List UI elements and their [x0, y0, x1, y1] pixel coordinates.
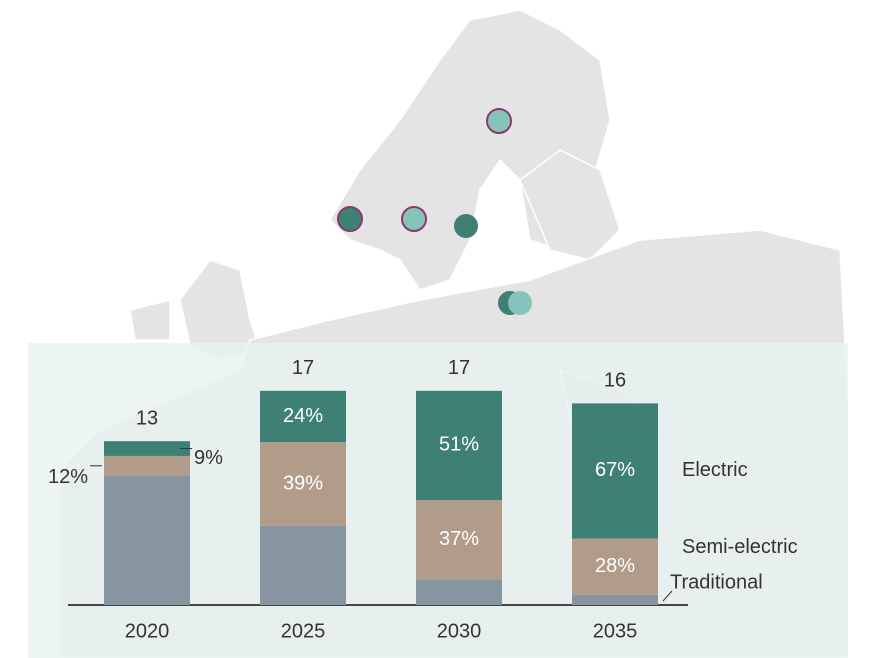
value-label: 24%: [283, 405, 323, 427]
bar-segment: [104, 455, 190, 476]
x-tick-label: 2025: [281, 620, 326, 642]
value-label: 67%: [595, 459, 635, 481]
total-label: 17: [292, 357, 314, 379]
value-label: 37%: [439, 528, 479, 550]
x-tick-label: 2020: [125, 620, 170, 642]
value-label: 51%: [439, 434, 479, 456]
legend-label: Traditional: [670, 571, 763, 593]
map-markers: [337, 108, 532, 315]
bar-segment: [260, 525, 346, 605]
bar-segment: [572, 538, 658, 595]
x-tick-label: 2035: [593, 620, 638, 642]
total-label: 13: [136, 407, 158, 429]
marker: [454, 214, 478, 238]
value-label: 39%: [283, 472, 323, 494]
legend-label: Semi-electric: [682, 536, 798, 558]
value-label: 12%: [48, 466, 88, 488]
total-label: 16: [604, 370, 626, 392]
value-label: 9%: [194, 447, 223, 469]
bar-segment: [104, 441, 190, 456]
value-label: 28%: [595, 555, 635, 577]
total-label: 17: [448, 357, 470, 379]
bar-segment: [260, 390, 346, 443]
legend-label: Electric: [682, 459, 748, 481]
bar-segment: [260, 442, 346, 526]
marker: [508, 291, 532, 315]
bar-segment: [416, 390, 502, 501]
x-tick-label: 2030: [437, 620, 482, 642]
marker: [337, 206, 363, 232]
marker: [401, 206, 427, 232]
marker: [486, 108, 512, 134]
legend-line: [662, 590, 673, 602]
bar-segment: [416, 579, 502, 605]
bar-segment: [416, 500, 502, 580]
bar-segment: [572, 594, 658, 605]
bar-segment: [104, 475, 190, 605]
bar-segment: [572, 403, 658, 539]
